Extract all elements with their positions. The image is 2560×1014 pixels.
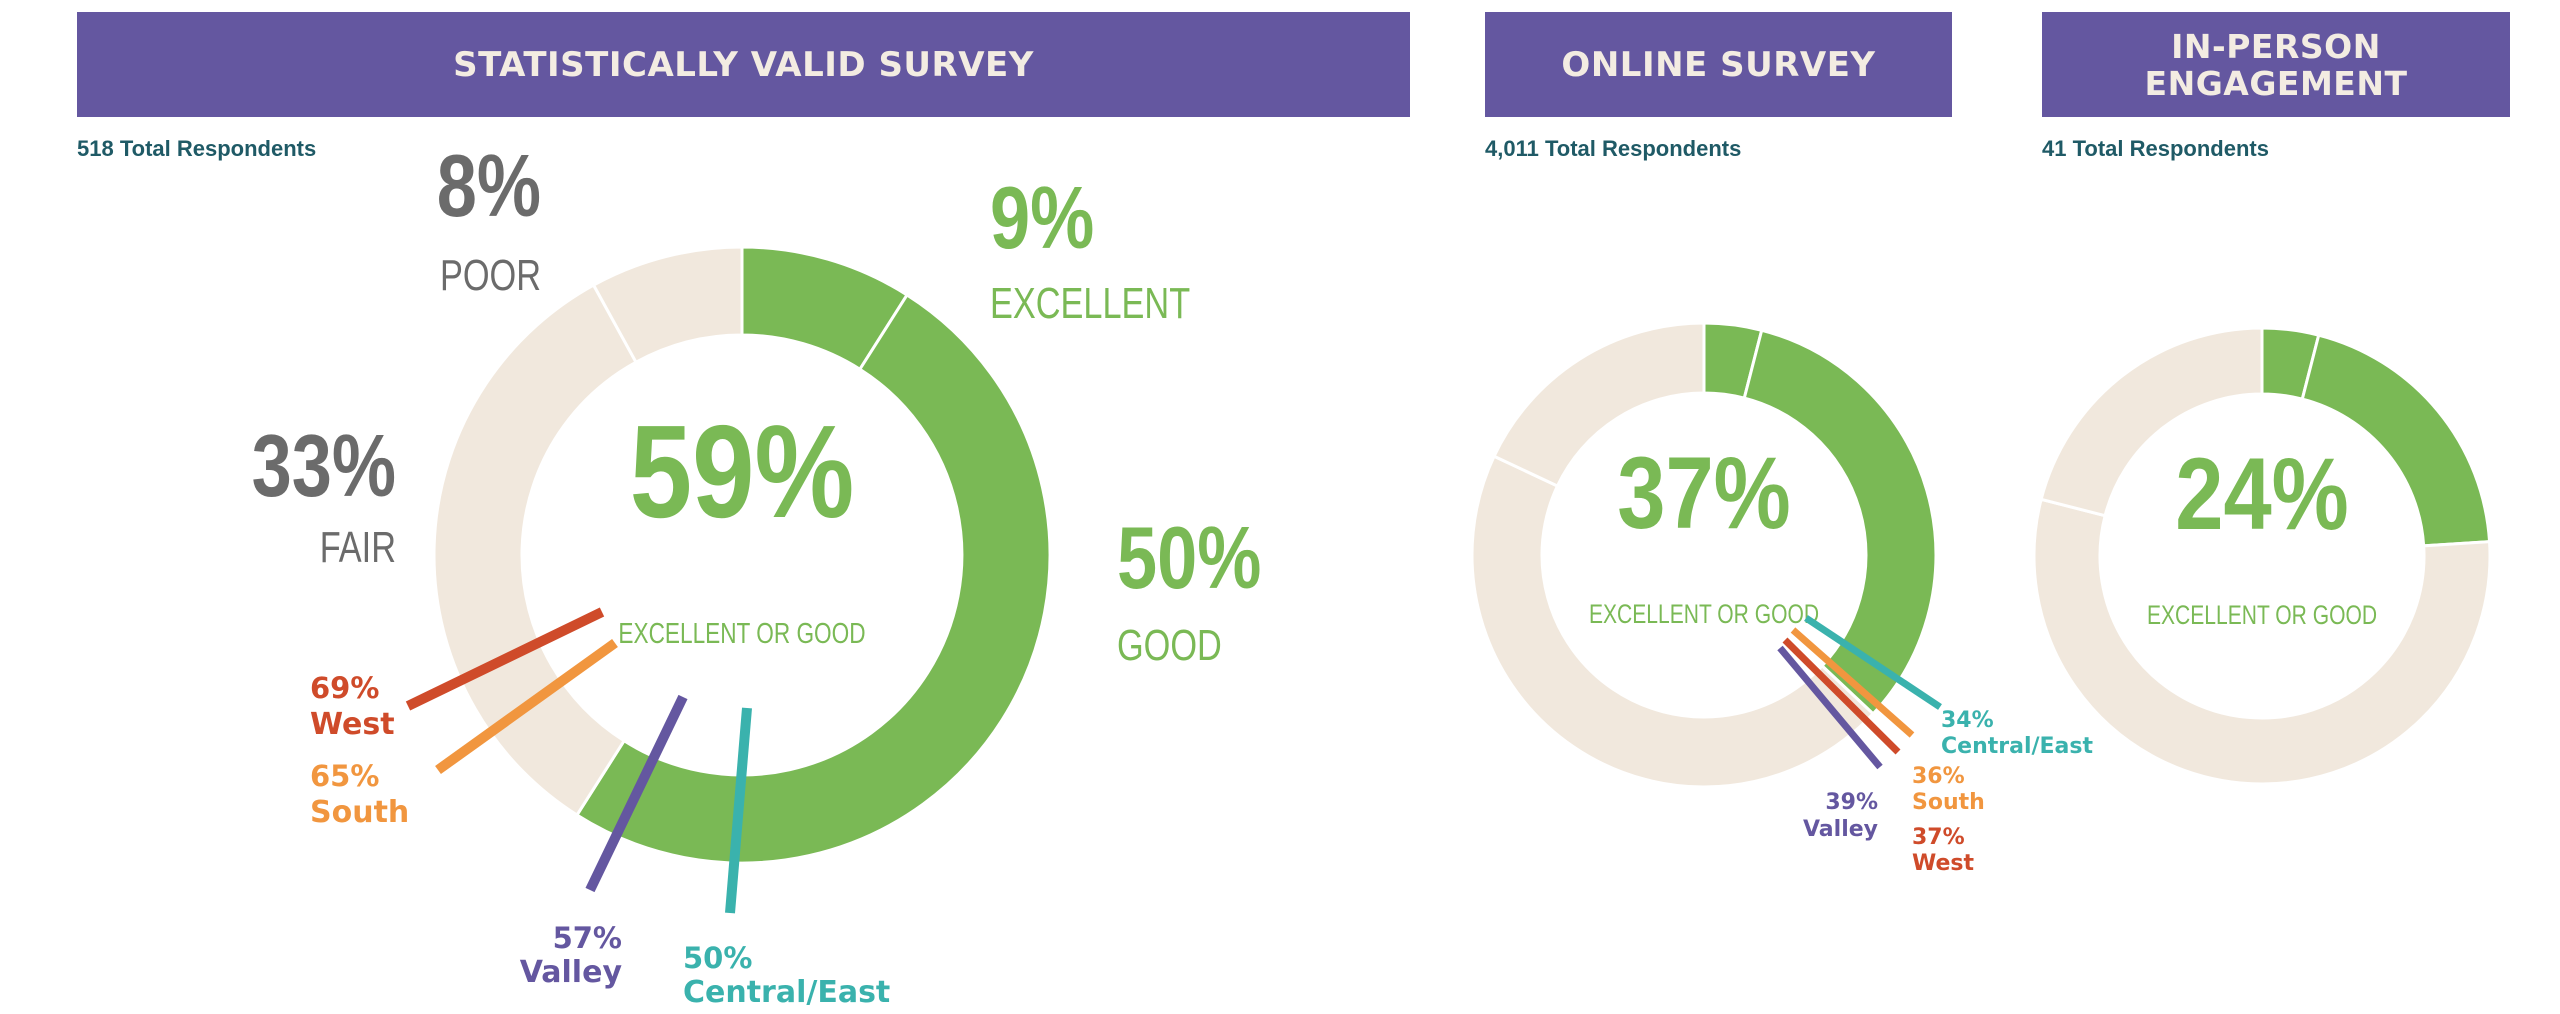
slice-label-excellent: EXCELLENT xyxy=(990,279,1190,328)
marker-value-west: 69% xyxy=(310,671,379,705)
marker-value-south: 36% xyxy=(1912,764,1965,789)
center-value: 37% xyxy=(1617,436,1790,550)
respondents-count-statistically-valid: 518 Total Respondents xyxy=(77,136,317,161)
marker-value-central-east: 34% xyxy=(1941,708,1994,733)
panel-title-line: ENGAGEMENT xyxy=(2144,63,2408,103)
marker-line-central-east xyxy=(725,707,752,914)
slice-label-good: GOOD xyxy=(1117,621,1222,670)
slice-value-poor: 8% xyxy=(437,137,541,235)
marker-value-central-east: 50% xyxy=(683,941,752,975)
marker-line-west xyxy=(1782,637,1901,755)
marker-region-valley: Valley xyxy=(1803,817,1878,842)
slice-value-good: 50% xyxy=(1117,509,1261,607)
marker-line-valley xyxy=(1777,645,1883,770)
marker-line-central-east xyxy=(1804,615,1942,710)
marker-region-valley: Valley xyxy=(520,955,623,990)
donut-slice-poor xyxy=(2039,326,2264,518)
slice-label-poor: POOR xyxy=(440,251,541,300)
donut-slice-fair xyxy=(1470,454,1876,789)
donut-slice-fair xyxy=(432,283,639,818)
donut-slice-poor xyxy=(591,245,744,365)
panel-title-line: IN-PERSON xyxy=(2171,26,2381,66)
marker-region-central-east: Central/East xyxy=(1941,734,2093,759)
panel-title-statistically-valid: STATISTICALLY VALID SURVEY xyxy=(77,12,1410,117)
marker-value-south: 65% xyxy=(310,759,379,793)
center-value: 59% xyxy=(630,397,855,545)
marker-value-valley: 57% xyxy=(553,921,622,955)
center-label: EXCELLENT OR GOOD xyxy=(1589,600,1819,630)
respondents-count-in-person: 41 Total Respondents xyxy=(2042,136,2269,161)
slice-value-excellent: 9% xyxy=(990,169,1094,267)
donut-slice-fair xyxy=(2032,497,2492,786)
donut-slice-good xyxy=(574,292,1052,865)
marker-line-south xyxy=(435,638,618,775)
panel-title-in-person: IN-PERSON ENGAGEMENT xyxy=(2042,12,2510,117)
marker-value-valley: 39% xyxy=(1825,790,1878,815)
panel-title-line: ONLINE SURVEY xyxy=(1561,44,1876,85)
panel-title-line: STATISTICALLY VALID SURVEY xyxy=(453,44,1034,85)
slice-label-fair: FAIR xyxy=(320,523,396,572)
marker-region-west: West xyxy=(1912,851,1974,876)
respondents-count-online: 4,011 Total Respondents xyxy=(1485,136,1742,161)
marker-line-south xyxy=(1790,627,1915,738)
marker-value-west: 37% xyxy=(1912,825,1965,850)
center-value: 24% xyxy=(2175,437,2348,551)
marker-region-south: South xyxy=(1912,790,1985,815)
marker-line-valley xyxy=(585,694,688,893)
slice-value-fair: 33% xyxy=(252,417,396,515)
center-label: EXCELLENT OR GOOD xyxy=(2147,601,2377,631)
marker-region-west: West xyxy=(310,707,395,742)
marker-region-central-east: Central/East xyxy=(683,975,890,1010)
marker-line-west xyxy=(405,607,605,711)
panel-title-online: ONLINE SURVEY xyxy=(1485,12,1952,117)
center-label: EXCELLENT OR GOOD xyxy=(618,616,865,649)
marker-region-south: South xyxy=(310,795,409,830)
donut-slice-poor xyxy=(1492,321,1706,489)
